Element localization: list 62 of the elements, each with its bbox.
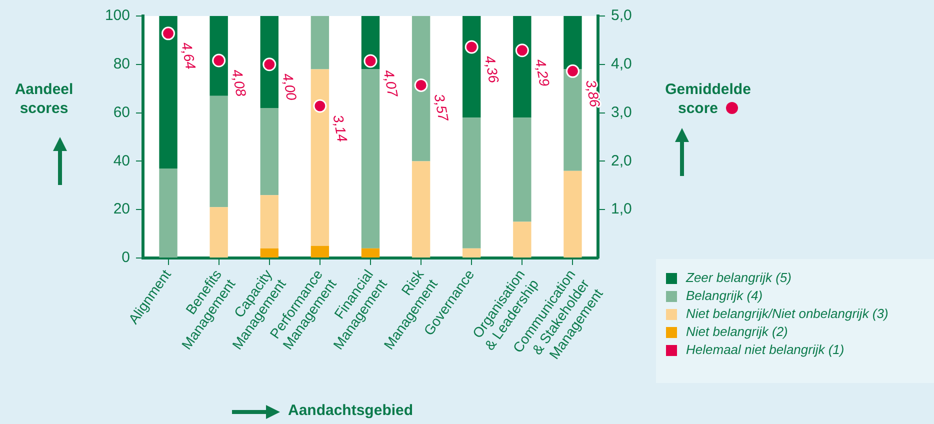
- bar: [361, 248, 380, 258]
- x-axis-title: Aandachtsgebied: [288, 401, 414, 420]
- y-tick-label: 0: [122, 249, 130, 266]
- bar: [310, 16, 330, 70]
- y-axis-title: Aandeel scores: [14, 80, 74, 118]
- legend-label: Belangrijk (4): [686, 287, 763, 305]
- bar: [564, 69, 582, 171]
- point: [313, 99, 327, 113]
- y2-tick-label: 3,0: [611, 104, 632, 121]
- y2-tick-label: 4,0: [611, 56, 632, 73]
- data-label: 4,29: [532, 58, 553, 88]
- data-label: 3,57: [431, 92, 452, 124]
- bar: [310, 69, 330, 246]
- point: [464, 40, 478, 54]
- bar: [210, 16, 228, 96]
- bar: [513, 16, 532, 118]
- bar: [210, 207, 228, 258]
- bar: [564, 170, 582, 258]
- point: [364, 54, 378, 68]
- data-label: 3,86: [582, 78, 604, 108]
- y-tick-label: 80: [113, 56, 130, 73]
- y-tick-label: 100: [104, 7, 130, 24]
- y2-tick-label: 1,0: [611, 200, 632, 218]
- y2-tick-label: 2,0: [611, 152, 632, 170]
- y-tick-label: 60: [113, 104, 130, 121]
- bar: [310, 246, 330, 258]
- bar: [260, 248, 278, 258]
- data-label: 4,64: [178, 40, 200, 71]
- bar: [361, 69, 380, 248]
- bar: [462, 16, 481, 118]
- bar: [260, 16, 278, 108]
- legend-label: Helemaal niet belangrijk (1): [686, 341, 844, 359]
- bar: [412, 161, 430, 258]
- data-label: 4,07: [380, 68, 402, 100]
- bar: [513, 222, 532, 258]
- bar: [159, 16, 178, 168]
- point: [212, 54, 226, 68]
- point: [162, 26, 176, 40]
- bar: [412, 16, 430, 162]
- point: [515, 44, 529, 58]
- legend-label: Niet belangrijk/Niet onbelangrijk (3): [686, 305, 888, 323]
- data-label: 4,08: [229, 68, 250, 98]
- bar: [564, 16, 582, 70]
- y2-axis-title: Gemiddelde score: [664, 80, 752, 118]
- data-label: 3,14: [330, 113, 351, 144]
- y-tick-label: 20: [113, 200, 130, 218]
- bar: [513, 118, 532, 222]
- bar: [159, 168, 178, 258]
- point: [262, 58, 276, 72]
- legend-label: Niet belangrijk (2): [686, 323, 788, 341]
- y-tick-label: 40: [113, 152, 130, 170]
- bar: [260, 195, 278, 248]
- legend-label: Zeer belangrijk (5): [686, 269, 792, 287]
- bar: [462, 118, 481, 248]
- data-label: 4,36: [482, 54, 502, 84]
- bar: [462, 248, 481, 258]
- y2-tick-label: 5,0: [611, 7, 632, 24]
- point: [414, 78, 428, 92]
- bar: [260, 108, 278, 196]
- bar: [210, 96, 228, 208]
- data-label: 4,00: [280, 72, 300, 102]
- point: [566, 64, 580, 78]
